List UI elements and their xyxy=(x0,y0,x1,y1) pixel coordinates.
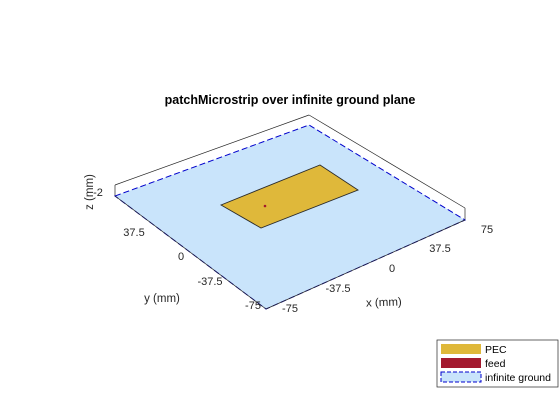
y-axis-line xyxy=(114,195,267,310)
y-tick-label: 37.5 xyxy=(123,227,144,239)
legend-label-pec: PEC xyxy=(485,344,507,356)
axes-box xyxy=(114,114,466,220)
y-tick-label: -37.5 xyxy=(197,276,222,288)
legend-label-ground: infinite ground xyxy=(485,372,551,384)
x-axis-line xyxy=(265,219,466,310)
x-ticks: -75 -37.5 0 37.5 75 xyxy=(282,224,493,315)
legend-label-feed: feed xyxy=(485,358,506,370)
x-tick-label: 37.5 xyxy=(429,243,450,255)
box-edge-back-left xyxy=(114,114,310,186)
legend-swatch-ground xyxy=(440,371,482,383)
legend-swatch-pec xyxy=(441,344,481,354)
y-tick-label: -75 xyxy=(245,300,261,312)
x-tick-label: -75 xyxy=(282,303,298,315)
x-tick-label: -37.5 xyxy=(325,283,350,295)
pec-patch xyxy=(219,164,359,229)
y-axis-label: y (mm) xyxy=(144,293,180,305)
x-tick-label: 75 xyxy=(481,224,493,236)
box-edge-back-right xyxy=(308,114,466,209)
y-ticks: -75 -37.5 0 37.5 xyxy=(123,227,261,312)
z-axis-label: z (mm) xyxy=(84,174,96,210)
legend: PEC feed infinite ground xyxy=(436,339,559,388)
plot-title: patchMicrostrip over infinite ground pla… xyxy=(165,93,416,107)
z-tick-label: -2 xyxy=(93,187,103,199)
x-tick-label: 0 xyxy=(389,263,395,275)
feed-point xyxy=(263,204,267,208)
y-tick-label: 0 xyxy=(178,251,184,263)
axis-lines xyxy=(114,195,466,310)
x-axis-label: x (mm) xyxy=(366,296,402,309)
legend-swatch-feed xyxy=(441,358,481,368)
